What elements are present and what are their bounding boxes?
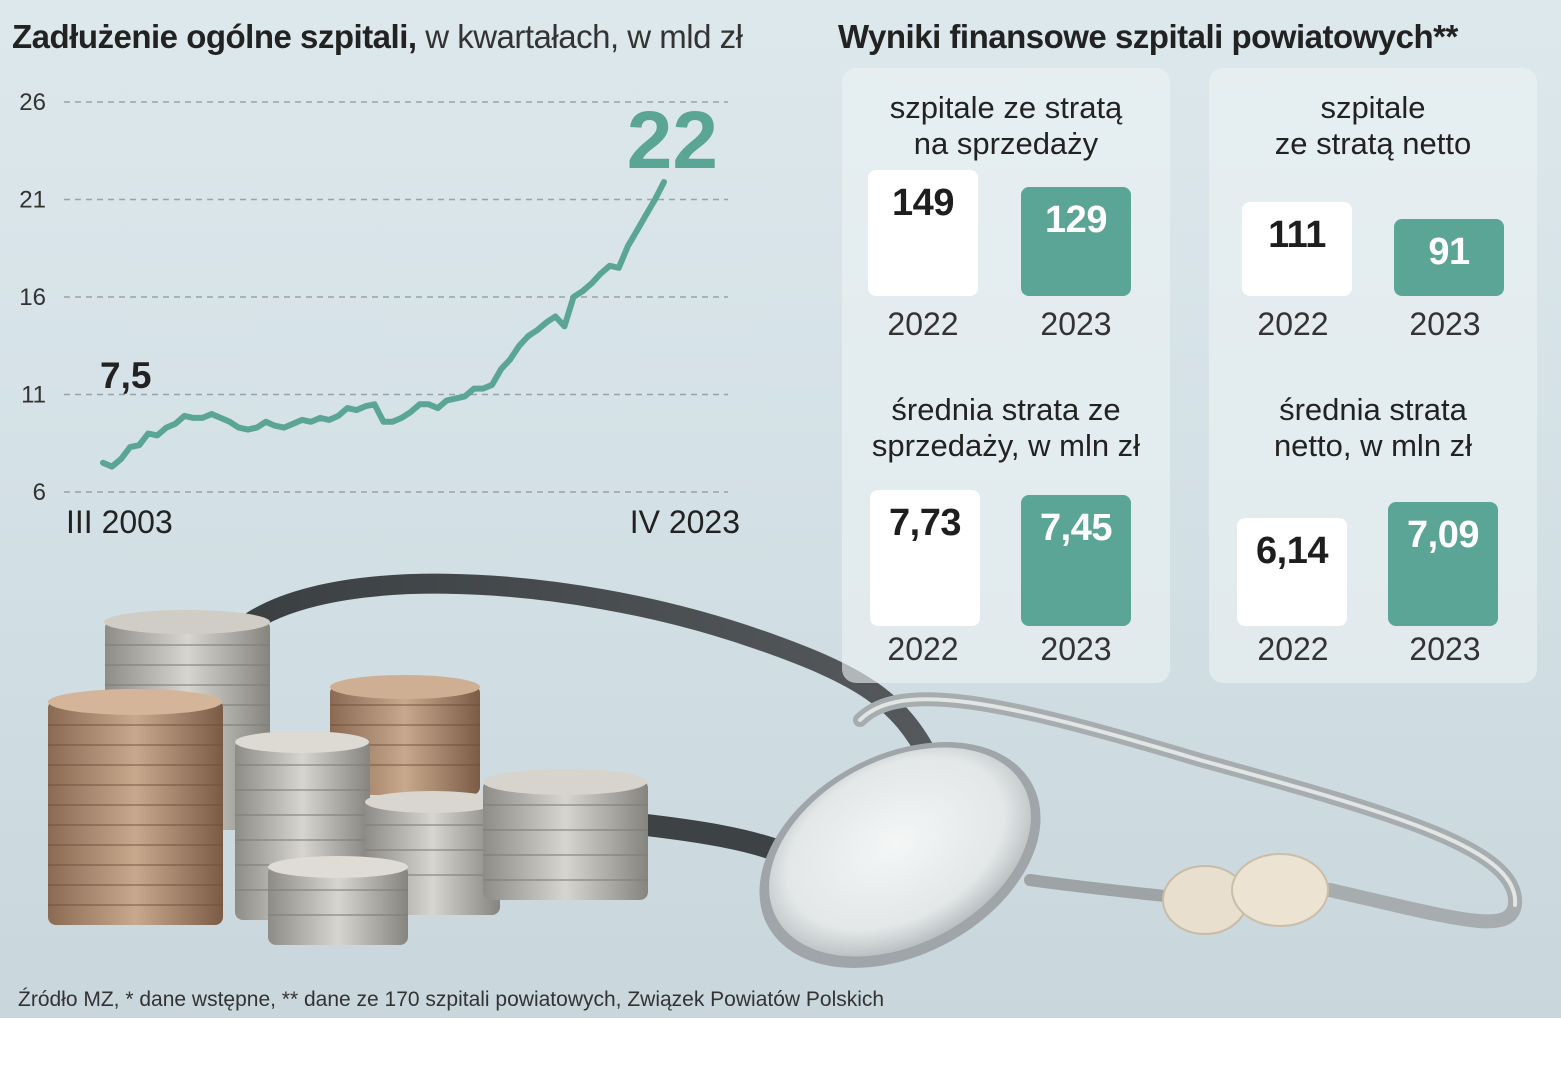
y-tick-label: 11 bbox=[21, 382, 46, 409]
bar-2023-hospitals-sales-loss: 129 bbox=[1021, 187, 1131, 296]
bar-2022-hospitals-sales-loss: 149 bbox=[868, 170, 978, 296]
year-label-2022: 2022 bbox=[1257, 631, 1329, 667]
debt-line-chart: 26 21 16 11 6 7,5 22 III 2003 IV 2023 bbox=[19, 89, 740, 540]
card-title-hospitals-net-loss: szpitale ze stratą netto bbox=[1274, 90, 1472, 161]
x-label-start: III 2003 bbox=[66, 504, 173, 540]
bar-2023-avg-net-loss: 7,09 bbox=[1388, 502, 1498, 626]
bar-2022-avg-sales-loss: 7,73 bbox=[870, 490, 980, 626]
start-value-label: 7,5 bbox=[100, 355, 151, 396]
coins-stethoscope-photo bbox=[48, 573, 1523, 968]
bar-2022-avg-net-loss: 6,14 bbox=[1237, 518, 1347, 626]
year-label-2023: 2023 bbox=[1040, 631, 1112, 667]
card-title-hospitals-sales-loss: szpitale ze stratą na sprzedaży bbox=[889, 90, 1123, 161]
card-title-avg-sales-loss: średnia strata ze sprzedaży, w mln zł bbox=[871, 392, 1141, 463]
debt-series-line bbox=[100, 179, 667, 470]
y-tick-label: 6 bbox=[33, 479, 46, 506]
line-chart-subtitle: w kwartałach, w mld zł bbox=[425, 18, 743, 55]
line-chart-title-main: Zadłużenie ogólne szpitali, bbox=[12, 18, 417, 55]
bar-2023-avg-sales-loss: 7,45 bbox=[1021, 495, 1131, 626]
source-note: Źródło MZ, * dane wstępne, ** dane ze 17… bbox=[18, 988, 885, 1011]
y-tick-label: 21 bbox=[19, 187, 46, 214]
panel-net-loss: szpitale ze stratą netto 111 91 2022 202… bbox=[1209, 68, 1537, 683]
y-axis-ticks: 26 21 16 11 6 bbox=[19, 89, 46, 506]
panel-sales-loss: szpitale ze stratą na sprzedaży 149 129 … bbox=[842, 68, 1170, 683]
card-title-avg-net-loss: średnia strata netto, w mln zł bbox=[1273, 392, 1473, 463]
bar-2022-hospitals-net-loss: 111 bbox=[1242, 202, 1352, 296]
bar-2023-hospitals-net-loss: 91 bbox=[1394, 219, 1504, 296]
year-label-2022: 2022 bbox=[1257, 306, 1329, 342]
year-label-2023: 2023 bbox=[1040, 306, 1112, 342]
x-label-end: IV 2023 bbox=[630, 504, 740, 540]
infographic: Zadłużenie ogólne szpitali, w kwartałach… bbox=[0, 0, 1561, 1018]
coin-stack-group bbox=[48, 610, 648, 945]
year-label-2022: 2022 bbox=[887, 306, 959, 342]
y-tick-label: 16 bbox=[19, 284, 46, 311]
y-tick-label: 26 bbox=[19, 89, 46, 116]
chart-gridlines bbox=[64, 101, 728, 493]
year-label-2022: 2022 bbox=[887, 631, 959, 667]
year-label-2023: 2023 bbox=[1409, 306, 1481, 342]
results-title: Wyniki finansowe szpitali powiatowych** bbox=[838, 18, 1458, 55]
line-chart-title: Zadłużenie ogólne szpitali, w kwartałach… bbox=[12, 18, 743, 56]
end-value-label: 22 bbox=[627, 95, 718, 186]
year-label-2023: 2023 bbox=[1409, 631, 1481, 667]
